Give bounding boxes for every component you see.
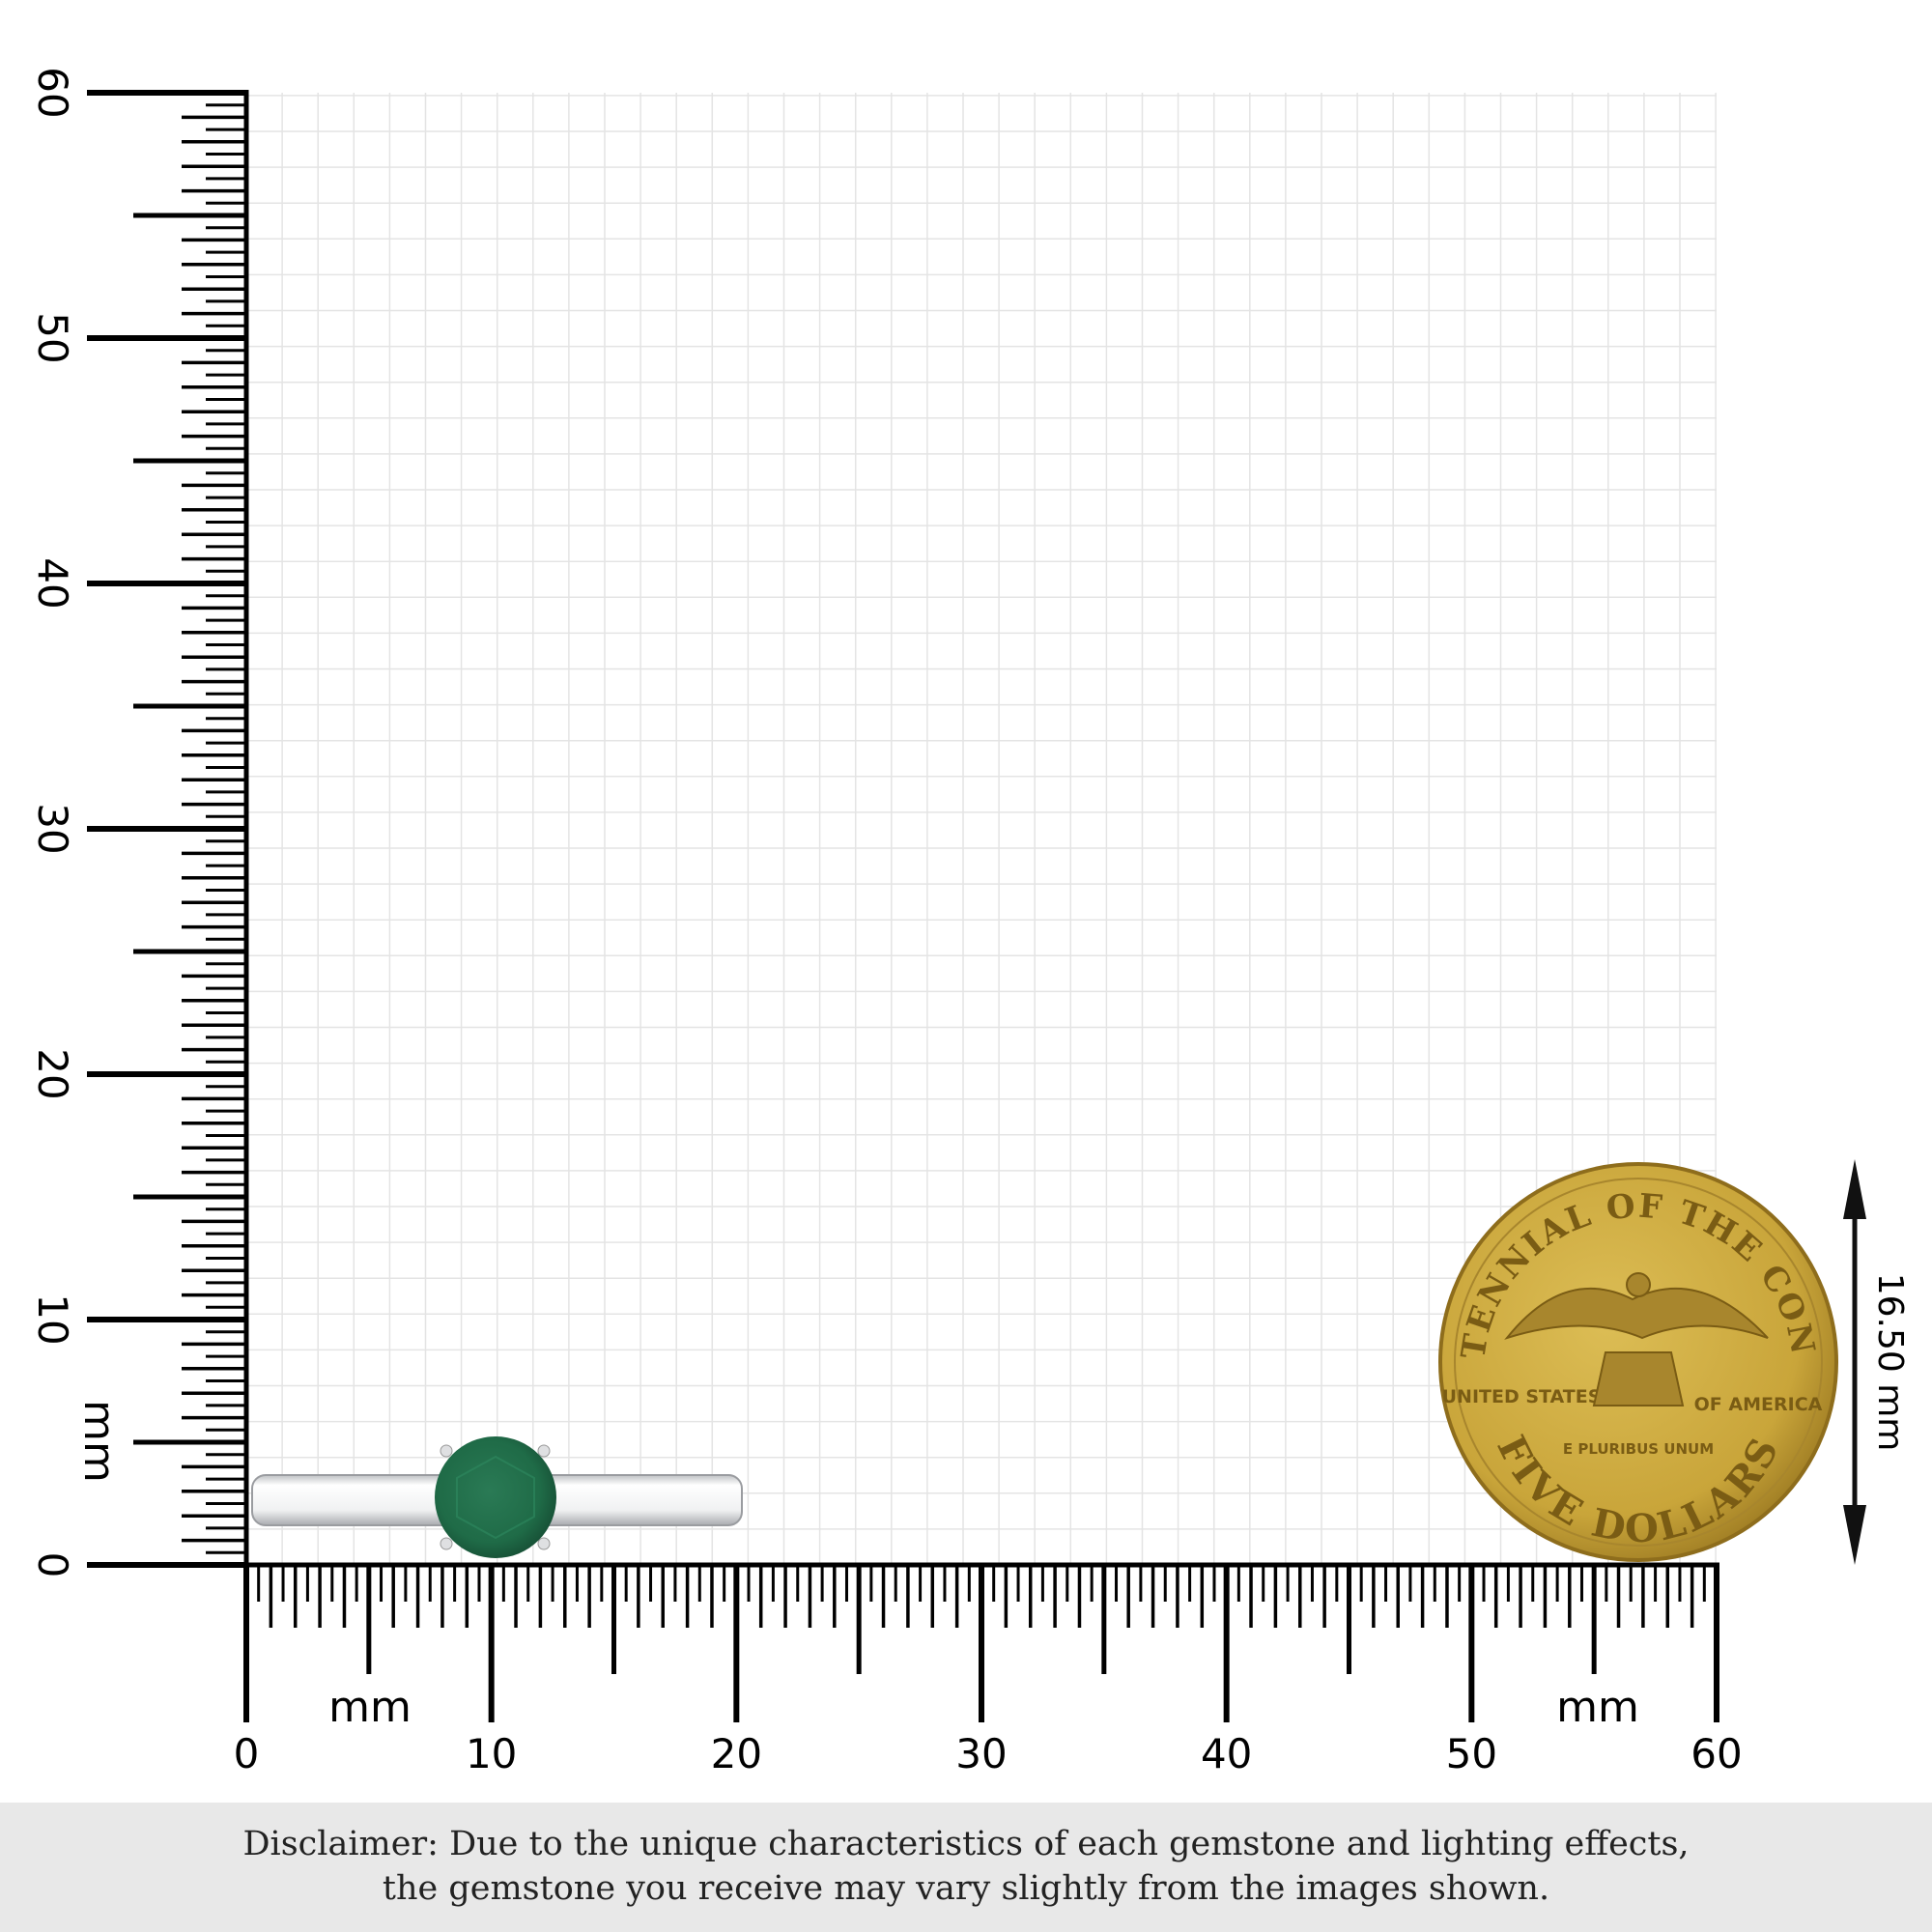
prong xyxy=(440,1537,453,1550)
prong xyxy=(537,1537,551,1550)
svg-text:BICENTENNIAL OF THE CONGRESS: BICENTENNIAL OF THE CONGRESS xyxy=(0,0,1821,1362)
x-tick-label: 40 xyxy=(1201,1730,1252,1777)
disclaimer-line-1: Disclaimer: Due to the unique characteri… xyxy=(242,1825,1690,1863)
y-tick-label: 10 xyxy=(29,1293,76,1345)
disclaimer: Disclaimer: Due to the unique characteri… xyxy=(0,1803,1932,1932)
y-tick-label: 0 xyxy=(29,1552,76,1578)
gem-facet xyxy=(456,1455,535,1540)
coin-legend-left: UNITED STATES xyxy=(1442,1386,1602,1407)
x-tick-label: 10 xyxy=(466,1730,517,1777)
prong xyxy=(537,1444,551,1458)
ring xyxy=(251,1436,743,1558)
horizontal-unit-label-left: mm xyxy=(328,1683,412,1732)
y-tick-label: 40 xyxy=(29,557,76,609)
horizontal-ruler-labels: 0 10 20 30 40 50 60 xyxy=(234,1730,1743,1777)
y-tick-label: 50 xyxy=(29,312,76,363)
prong xyxy=(440,1444,453,1458)
coin-legend-right: OF AMERICA xyxy=(1694,1394,1823,1415)
gemstone xyxy=(435,1436,556,1558)
y-tick-label: 30 xyxy=(29,803,76,854)
coin-diameter-label: 16.50 mm xyxy=(1870,1273,1910,1452)
coin-legend-top: BICENTENNIAL OF THE CONGRESS xyxy=(0,0,1821,1362)
y-tick-label: 60 xyxy=(29,67,76,118)
vertical-ruler-labels: 0 10 20 30 40 50 60 xyxy=(29,67,76,1577)
horizontal-ruler xyxy=(243,1562,1719,1722)
vertical-ruler xyxy=(87,90,249,1568)
coin: BICENTENNIAL OF THE CONGRESS FIVE DOLLAR… xyxy=(0,0,1838,1562)
size-chart: 0 10 20 30 40 50 60 0 10 20 30 40 50 60 mm mm mm xyxy=(0,0,1910,1777)
coin-motto: E PLURIBUS UNUM xyxy=(1563,1440,1714,1458)
vertical-unit-label: mm xyxy=(74,1400,124,1483)
x-tick-label: 50 xyxy=(1446,1730,1497,1777)
x-tick-label: 60 xyxy=(1690,1730,1742,1777)
y-tick-label: 20 xyxy=(29,1048,76,1099)
x-tick-label: 20 xyxy=(711,1730,762,1777)
coin-diameter-arrow xyxy=(1843,1159,1866,1565)
x-tick-label: 0 xyxy=(234,1730,260,1777)
horizontal-unit-label-right: mm xyxy=(1556,1683,1639,1732)
disclaimer-line-2: the gemstone you receive may vary slight… xyxy=(382,1869,1550,1908)
eagle-icon xyxy=(1504,1272,1769,1406)
x-tick-label: 30 xyxy=(955,1730,1007,1777)
